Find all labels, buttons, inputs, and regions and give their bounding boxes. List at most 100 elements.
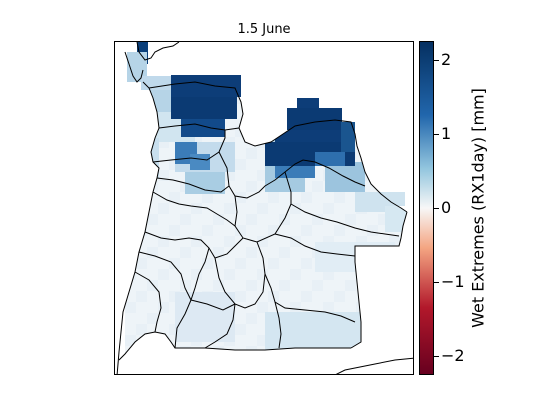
precip-cell — [158, 324, 169, 335]
precip-cell — [191, 192, 202, 203]
precip-cell — [389, 236, 400, 247]
precip-cell — [246, 148, 257, 159]
precip-cell — [367, 236, 378, 247]
precip-cell — [268, 214, 279, 225]
precip-cell — [301, 258, 312, 269]
precip-cell — [367, 225, 378, 236]
precip-cell — [301, 225, 312, 236]
colorbar-tick-label: 0 — [441, 198, 452, 217]
precip-cell — [224, 247, 235, 258]
colorbar-tick — [434, 356, 439, 358]
precip-cell — [147, 225, 158, 236]
precip-cell — [257, 258, 268, 269]
precip-cell — [202, 214, 213, 225]
precip-cell — [191, 269, 202, 280]
precip-cell — [125, 291, 136, 302]
precip-cell — [301, 247, 312, 258]
precip-cell — [290, 247, 301, 258]
precip-cell — [191, 203, 202, 214]
precip-cell — [235, 115, 246, 126]
precip-cell — [268, 280, 279, 291]
precip-cell — [341, 122, 355, 152]
precip-cell — [147, 192, 158, 203]
precip-cell — [158, 302, 169, 313]
precip-cell — [235, 104, 246, 115]
precip-cell — [323, 302, 334, 313]
precip-cell — [180, 258, 191, 269]
precip-cell — [202, 258, 213, 269]
precip-cell — [213, 280, 224, 291]
precip-cell — [235, 280, 246, 291]
angola-outline — [116, 81, 160, 374]
precip-cell — [312, 203, 323, 214]
precip-cell — [378, 236, 389, 247]
precip-cell — [257, 148, 268, 159]
precip-cell — [169, 324, 180, 335]
precip-cell — [235, 214, 246, 225]
precip-cell — [290, 280, 301, 291]
precip-cell — [246, 225, 257, 236]
precip-cell — [345, 269, 356, 280]
precip-cell — [290, 291, 301, 302]
precip-cell — [334, 192, 345, 203]
precip-cell — [378, 214, 389, 225]
precip-cell — [246, 335, 257, 346]
precip-cell — [246, 236, 257, 247]
precip-cell — [169, 313, 180, 324]
precip-cell — [312, 302, 323, 313]
precip-cell — [125, 302, 136, 313]
precip-cell — [257, 192, 268, 203]
precip-cell — [169, 291, 180, 302]
precip-cell — [213, 203, 224, 214]
precip-cell — [180, 269, 191, 280]
precip-cell — [323, 269, 334, 280]
colorbar-tick — [434, 133, 439, 135]
precip-cell — [169, 258, 180, 269]
precip-cell — [158, 159, 169, 170]
precip-cell — [180, 236, 191, 247]
precip-cell — [334, 214, 345, 225]
precip-cell — [136, 258, 147, 269]
province-border — [218, 151, 366, 199]
precip-cell — [235, 159, 246, 170]
precip-cell — [268, 247, 279, 258]
precip-cell — [257, 203, 268, 214]
precip-cell — [224, 236, 235, 247]
precip-cell — [169, 170, 180, 181]
precip-cell — [312, 225, 323, 236]
precip-cell — [169, 181, 180, 192]
precip-cell — [191, 258, 202, 269]
precip-cell — [235, 203, 246, 214]
precip-cell — [279, 247, 290, 258]
precip-cell — [235, 269, 246, 280]
precip-cell — [290, 236, 301, 247]
precip-cell — [169, 214, 180, 225]
precip-cell — [290, 225, 301, 236]
precip-cell — [235, 192, 246, 203]
precip-cell — [202, 225, 213, 236]
east-border — [350, 211, 408, 349]
precip-cell — [147, 313, 158, 324]
precip-cell — [169, 302, 180, 313]
precip-cell — [246, 192, 257, 203]
precip-cell — [312, 236, 323, 247]
precip-cell — [345, 236, 356, 247]
precip-cell — [345, 291, 356, 302]
map-canvas — [115, 42, 413, 374]
precip-cell — [235, 247, 246, 258]
precip-cell — [312, 280, 323, 291]
precip-cell — [355, 192, 405, 206]
precip-cell — [385, 202, 407, 232]
precip-cell — [180, 214, 191, 225]
precip-cell — [224, 126, 235, 137]
precip-cell — [257, 247, 268, 258]
precip-cell — [257, 313, 268, 324]
precip-cell — [279, 225, 290, 236]
precip-cell — [136, 324, 147, 335]
precip-cell — [246, 324, 257, 335]
precip-cell — [224, 170, 235, 181]
south-border — [118, 331, 351, 361]
precip-cell — [224, 115, 235, 126]
precip-cell — [287, 108, 342, 130]
precip-cell — [191, 247, 202, 258]
